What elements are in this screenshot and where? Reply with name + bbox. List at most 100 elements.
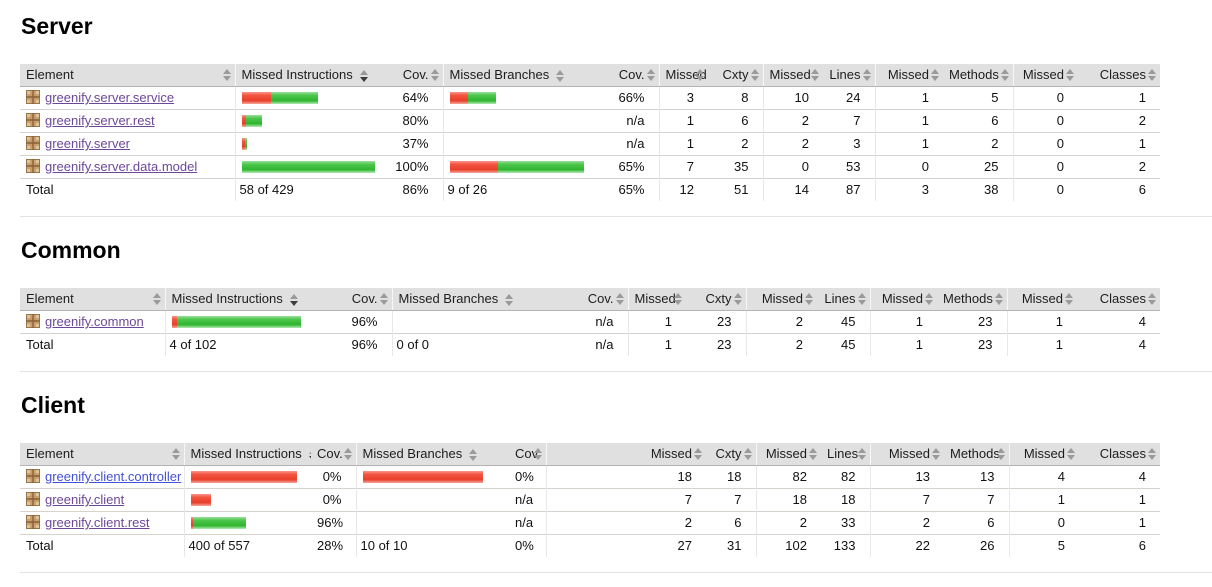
total-methods: 26	[944, 534, 1009, 557]
column-header-missed-11[interactable]: Missed	[1008, 443, 1079, 466]
column-header-label: Missed	[1023, 446, 1065, 461]
sort-desc-icon	[308, 448, 311, 461]
column-header-missed-9[interactable]: Missed	[869, 443, 944, 466]
column-header-lines-8[interactable]: Lines	[817, 288, 870, 311]
column-header-missed-7[interactable]: Missed	[755, 443, 821, 466]
column-header-missed-11[interactable]: Missed	[1012, 64, 1078, 87]
sort-icon	[1067, 448, 1076, 460]
sort-icon	[733, 293, 743, 305]
column-header-missed-5[interactable]: Missed	[545, 443, 706, 466]
sort-icon	[857, 448, 867, 460]
package-link[interactable]: greenify.client.rest	[45, 515, 150, 530]
total-branch-cov: 0%	[509, 534, 546, 557]
total-lines: 45	[817, 333, 870, 356]
cell-missed-classes: 0	[1012, 132, 1078, 156]
cell-branch-cov: n/a	[598, 132, 659, 156]
covered-bar-segment	[467, 92, 496, 104]
column-header-methods-10[interactable]: Methods	[943, 64, 1013, 87]
column-header-missed-7[interactable]: Missed	[745, 288, 817, 311]
column-header-missed-branches-3[interactable]: Missed Branches	[442, 64, 598, 87]
package-link[interactable]: greenify.server.service	[45, 90, 175, 105]
cell-methods: 7	[944, 488, 1009, 512]
package-link[interactable]: greenify.server.data.model	[45, 159, 198, 174]
column-header-missed-9[interactable]: Missed	[874, 64, 943, 87]
column-header-label: Lines	[824, 291, 856, 306]
cell-branch-cov: n/a	[568, 310, 628, 334]
missed-bar-segment	[190, 471, 297, 483]
cell-methods: 2	[943, 132, 1013, 156]
column-header-missed-9[interactable]: Missed	[869, 288, 937, 311]
total-methods: 38	[943, 178, 1013, 201]
cell-instr-cov: 64%	[389, 86, 443, 110]
column-header-classes-12[interactable]: Classes	[1079, 443, 1160, 466]
cell-cxty: 23	[686, 310, 746, 334]
column-header-element-0[interactable]: Element	[20, 443, 184, 466]
column-header-classes-12[interactable]: Classes	[1078, 64, 1160, 87]
column-header-element-0[interactable]: Element	[20, 64, 235, 87]
section-title-server: Server	[21, 13, 93, 39]
column-header-missed-instructions-1[interactable]: Missed Instructions	[183, 443, 311, 466]
table-row: greenify.client.controller 0% 0% 18 18 82 82 13…	[20, 465, 1160, 489]
column-header-missed-5[interactable]: Missed	[658, 64, 708, 87]
column-header-cxty-6[interactable]: Cxty	[706, 443, 756, 466]
total-classes: 6	[1078, 178, 1160, 201]
column-header-lines-8[interactable]: Lines	[823, 64, 875, 87]
cell-missed-lines: 18	[755, 488, 821, 512]
column-header-missed-instructions-1[interactable]: Missed Instructions	[234, 64, 389, 87]
coverage-table-client: Element Missed Instructions Cov. Missed Bra…	[20, 443, 1160, 557]
element-cell: greenify.common	[20, 310, 165, 334]
sort-icon	[743, 448, 753, 460]
total-missed-cxty: 12	[658, 178, 708, 201]
cell-instr-cov: 96%	[344, 310, 392, 334]
column-header-cov--4[interactable]: Cov.	[598, 64, 659, 87]
cell-lines: 45	[817, 310, 870, 334]
missed-bar-segment	[241, 138, 245, 150]
column-header-cov--2[interactable]: Cov.	[389, 64, 443, 87]
column-header-classes-12[interactable]: Classes	[1077, 288, 1160, 311]
cell-missed-methods: 1	[869, 310, 937, 334]
column-header-methods-10[interactable]: Methods	[937, 288, 1007, 311]
column-header-label: Cxty	[715, 446, 742, 461]
column-header-cxty-6[interactable]: Cxty	[708, 64, 763, 87]
column-header-lines-8[interactable]: Lines	[821, 443, 870, 466]
column-header-missed-branches-3[interactable]: Missed Branches	[355, 443, 509, 466]
column-header-cov--4[interactable]: Cov.	[568, 288, 628, 311]
header-row: Element Missed Instructions Cov. Missed Bra…	[20, 64, 1160, 87]
table-row: greenify.server 37% n/a 1 2 2 3 1 2 0 1	[20, 132, 1160, 156]
package-icon	[26, 515, 40, 529]
missed-branches-bar	[399, 316, 555, 328]
column-header-missed-branches-3[interactable]: Missed Branches	[391, 288, 568, 311]
column-header-missed-5[interactable]: Missed	[627, 288, 686, 311]
column-header-cov--4[interactable]: Cov.	[509, 443, 546, 466]
sort-icon	[505, 293, 514, 306]
cell-missed-classes: 0	[1012, 109, 1078, 133]
cell-branch-cov: n/a	[509, 488, 546, 512]
missed-branches-bar	[362, 471, 496, 483]
column-header-label: Missed	[1021, 291, 1063, 306]
package-link[interactable]: greenify.client.controller	[45, 469, 182, 484]
missed-branches-bar	[363, 494, 496, 506]
missed-instructions-bar-cell	[183, 488, 311, 512]
column-header-cov--2[interactable]: Cov.	[344, 288, 392, 311]
column-header-missed-instructions-1[interactable]: Missed Instructions	[164, 288, 344, 311]
column-header-methods-10[interactable]: Methods	[944, 443, 1009, 466]
column-header-cxty-6[interactable]: Cxty	[686, 288, 746, 311]
cell-missed-classes: 0	[1012, 155, 1078, 179]
total-missed-cxty: 1	[627, 333, 686, 356]
total-missed-classes: 1	[1006, 333, 1077, 356]
column-header-element-0[interactable]: Element	[20, 288, 165, 311]
package-link[interactable]: greenify.server.rest	[45, 113, 155, 128]
column-header-missed-7[interactable]: Missed	[762, 64, 823, 87]
cell-missed-methods: 1	[874, 86, 943, 110]
cell-classes: 1	[1078, 132, 1160, 156]
package-link[interactable]: greenify.client	[45, 492, 125, 507]
package-icon	[26, 113, 40, 127]
package-icon	[26, 136, 40, 150]
package-link[interactable]: greenify.common	[45, 314, 144, 329]
column-header-cov--2[interactable]: Cov.	[311, 443, 356, 466]
package-link[interactable]: greenify.server	[45, 136, 131, 151]
missed-bar-segment	[449, 92, 468, 104]
cell-instr-cov: 80%	[389, 109, 443, 133]
column-header-missed-11[interactable]: Missed	[1006, 288, 1077, 311]
covered-bar-segment	[244, 138, 247, 150]
